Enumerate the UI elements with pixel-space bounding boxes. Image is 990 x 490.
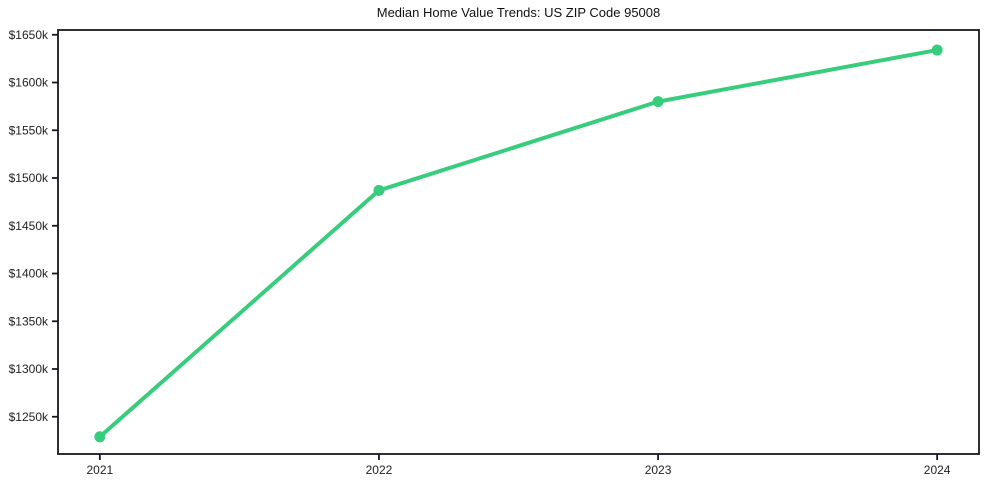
data-point-marker	[94, 431, 106, 443]
y-tick-label: $1350k	[9, 314, 49, 328]
y-tick-label: $1250k	[9, 410, 49, 424]
trend-line	[97, 48, 940, 439]
y-tick-label: $1400k	[9, 267, 49, 281]
y-tick-label: $1450k	[9, 219, 49, 233]
x-tick-label: 2021	[87, 463, 114, 477]
y-tick-label: $1650k	[9, 28, 49, 42]
x-tick-label: 2024	[924, 463, 951, 477]
plot-border	[57, 29, 980, 455]
x-tick-label: 2022	[366, 463, 393, 477]
y-tick-label: $1500k	[9, 171, 49, 185]
y-tick-label: $1550k	[9, 123, 49, 137]
chart-title: Median Home Value Trends: US ZIP Code 95…	[376, 5, 661, 20]
data-point-marker	[931, 44, 943, 56]
data-point-marker	[373, 184, 385, 196]
y-tick-label: $1600k	[9, 76, 49, 90]
y-tick-label: $1300k	[9, 362, 49, 376]
x-tick-label: 2023	[645, 463, 672, 477]
data-point-marker	[652, 96, 664, 108]
